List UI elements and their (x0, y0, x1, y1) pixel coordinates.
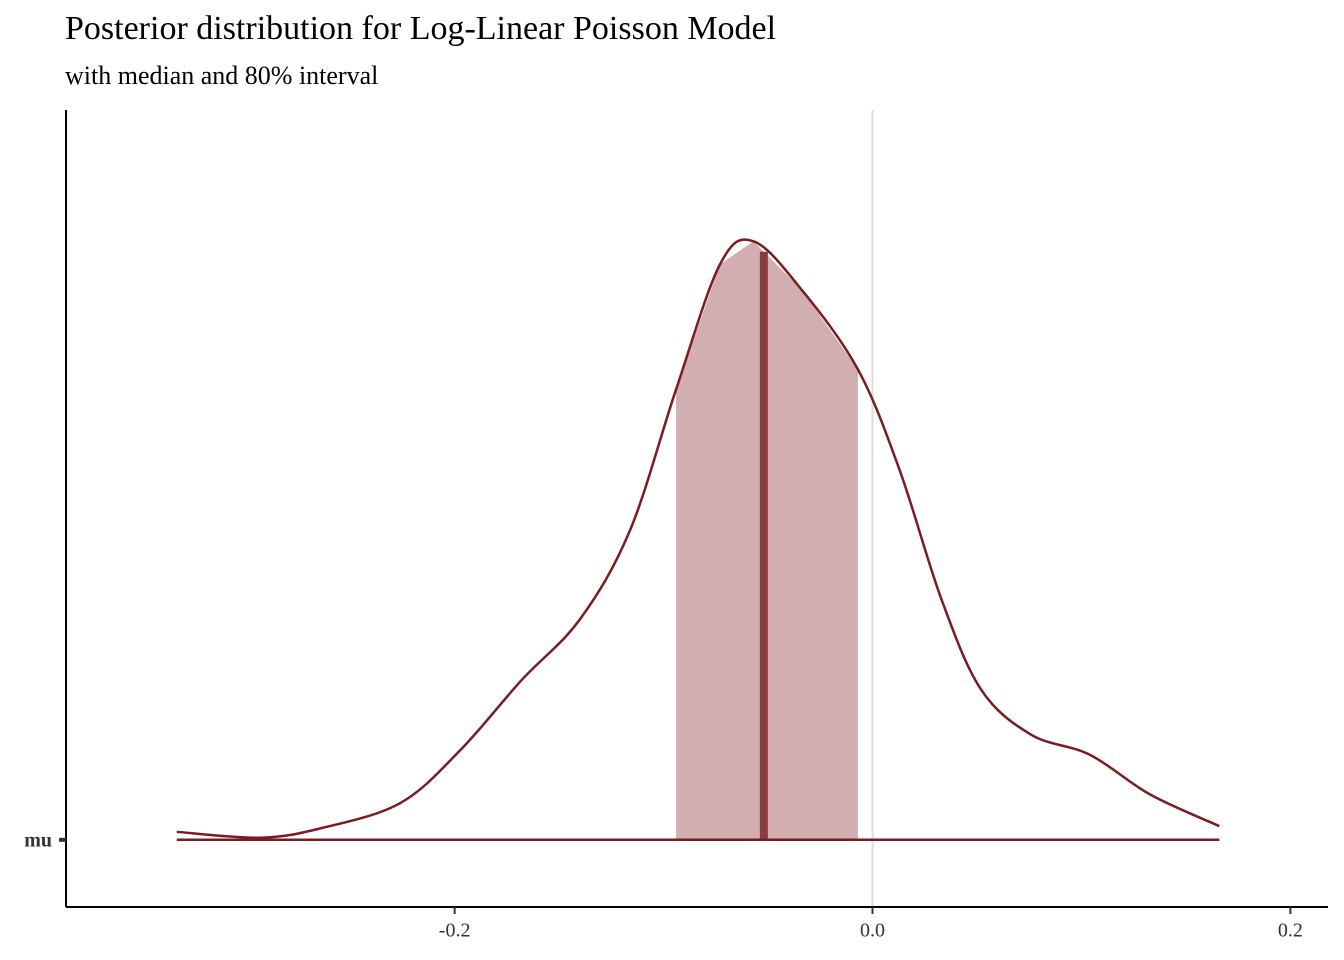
x-tick-label: -0.2 (439, 920, 471, 942)
x-tick-label: 0.0 (860, 920, 885, 942)
y-tick-label: mu (24, 829, 52, 851)
density-curve (176, 238, 1220, 839)
chart-subtitle: with median and 80% interval (65, 61, 378, 90)
x-tick-label: 0.2 (1278, 920, 1303, 942)
chart-title: Posterior distribution for Log-Linear Po… (65, 10, 776, 47)
